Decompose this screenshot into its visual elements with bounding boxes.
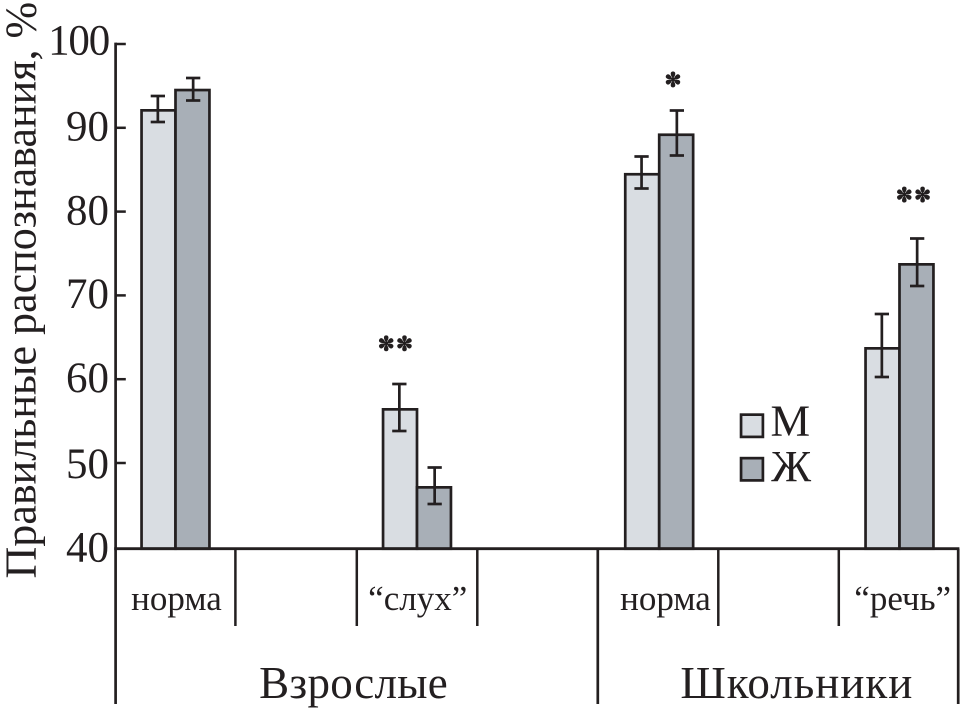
svg-text:норма: норма xyxy=(131,579,222,618)
svg-text:50: 50 xyxy=(66,441,109,488)
svg-text:Правильные распознавания, %: Правильные распознавания, % xyxy=(0,2,46,579)
svg-text:норма: норма xyxy=(620,579,711,618)
svg-text:60: 60 xyxy=(66,355,109,402)
svg-text:“речь”: “речь” xyxy=(854,579,951,618)
svg-text:40: 40 xyxy=(66,524,109,571)
svg-text:100: 100 xyxy=(48,18,109,65)
svg-text:Ж: Ж xyxy=(771,441,811,491)
svg-text:90: 90 xyxy=(66,104,109,151)
svg-text:Школьники: Школьники xyxy=(680,658,913,708)
svg-text:Взрослые: Взрослые xyxy=(259,658,448,708)
svg-text:“слух”: “слух” xyxy=(368,579,467,618)
svg-text:80: 80 xyxy=(66,187,109,234)
svg-text:М: М xyxy=(771,396,811,446)
svg-text:70: 70 xyxy=(66,271,109,318)
